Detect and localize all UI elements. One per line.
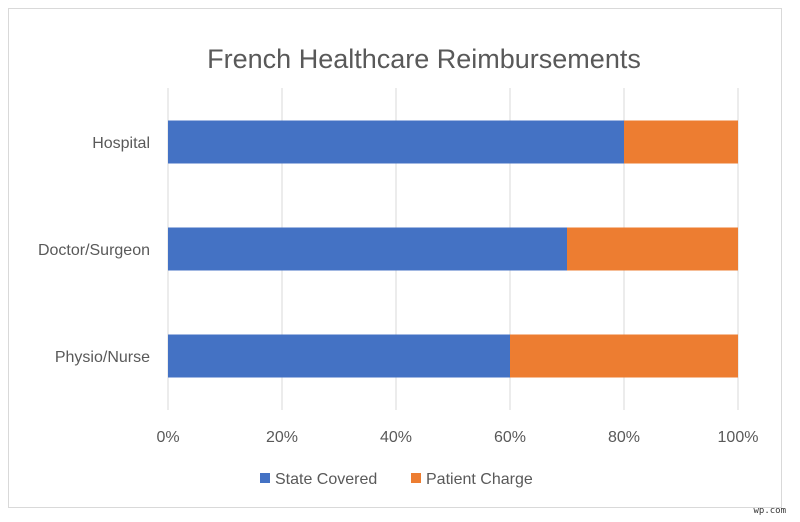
category-label: Doctor/Surgeon bbox=[38, 242, 150, 259]
legend-label: Patient Charge bbox=[426, 471, 533, 488]
bar-state-covered bbox=[168, 120, 624, 164]
x-tick-label: 60% bbox=[494, 429, 526, 446]
bar-state-covered bbox=[168, 227, 567, 271]
bar-patient-charge bbox=[567, 227, 738, 271]
legend-swatch bbox=[260, 473, 270, 483]
legend-swatch bbox=[411, 473, 421, 483]
bar-state-covered bbox=[168, 334, 510, 378]
x-tick-label: 80% bbox=[608, 429, 640, 446]
legend-label: State Covered bbox=[275, 471, 377, 488]
category-label: Hospital bbox=[92, 135, 150, 152]
chart-title: French Healthcare Reimbursements bbox=[207, 44, 641, 74]
x-tick-label: 20% bbox=[266, 429, 298, 446]
watermark: wp.com bbox=[753, 506, 786, 516]
x-tick-label: 40% bbox=[380, 429, 412, 446]
bar-patient-charge bbox=[510, 334, 738, 378]
bar-patient-charge bbox=[624, 120, 738, 164]
category-label: Physio/Nurse bbox=[55, 349, 150, 366]
x-tick-label: 100% bbox=[718, 429, 759, 446]
x-tick-label: 0% bbox=[156, 429, 179, 446]
